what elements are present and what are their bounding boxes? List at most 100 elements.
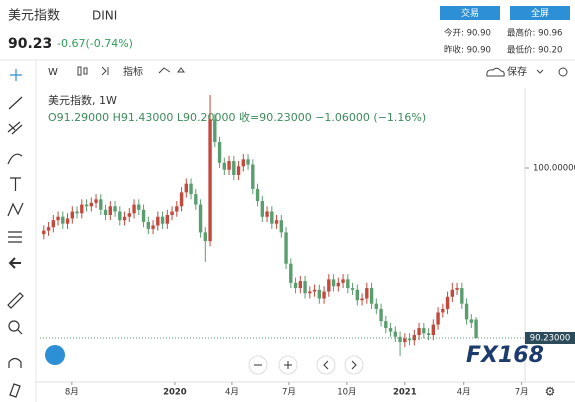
- candle-body: [298, 281, 303, 289]
- legend-ohlc: O91.29000 H91.43000 L90.20000 收=90.23000…: [48, 110, 426, 124]
- candle-body: [146, 221, 151, 229]
- candle-body: [160, 216, 165, 224]
- candle-body: [365, 288, 369, 299]
- candle-body: [141, 209, 146, 222]
- candle-body: [222, 162, 227, 170]
- candle-body: [322, 291, 326, 299]
- price-change: -0.67(-0.74%): [57, 37, 133, 50]
- candle-body: [46, 227, 51, 231]
- candle-body: [350, 288, 355, 290]
- last-price-label: 90.23000: [530, 333, 571, 343]
- candle-body: [56, 216, 60, 221]
- candle-body: [236, 166, 241, 175]
- candle-body: [232, 161, 236, 175]
- candle-body: [103, 209, 108, 215]
- candle-body: [99, 199, 103, 210]
- candle-body: [270, 211, 274, 224]
- candle-body: [42, 230, 46, 235]
- candle-body: [118, 211, 122, 221]
- x-tick-label: 4月: [225, 388, 239, 398]
- stat: 最低价: 90.20: [507, 45, 562, 56]
- stat: 昨收: 90.90: [444, 45, 491, 56]
- candle-body: [122, 216, 127, 221]
- candle-body: [460, 288, 464, 304]
- indicators-button[interactable]: 指标: [123, 65, 143, 78]
- x-tick-label: 10月: [337, 388, 356, 398]
- cloud-button[interactable]: [45, 345, 65, 365]
- candle-body: [137, 204, 141, 210]
- candle-body: [208, 119, 212, 242]
- legend-title: 美元指数, 1W: [48, 93, 117, 107]
- candle-body: [336, 282, 341, 287]
- toolbar-icons: [77, 66, 568, 77]
- candle-body: [94, 199, 98, 203]
- scroll-left[interactable]: [316, 355, 336, 375]
- instrument-name: 美元指数: [8, 9, 60, 24]
- candle-body: [241, 159, 246, 167]
- candle-body: [312, 289, 317, 292]
- candle-body: [84, 204, 89, 207]
- candle-body: [417, 328, 421, 336]
- candle-body: [398, 336, 402, 342]
- candle-body: [284, 232, 288, 264]
- candle-body: [303, 281, 307, 294]
- candle-body: [384, 321, 388, 329]
- settings-icon[interactable]: ⚙: [545, 385, 556, 399]
- candle-body: [464, 303, 469, 320]
- candle-body: [346, 279, 350, 289]
- candle-body: [246, 159, 250, 165]
- candle-body: [227, 161, 231, 170]
- fullscreen-button-label[interactable]: 全屏: [531, 7, 549, 19]
- candle-body: [132, 204, 136, 214]
- zoom-controls: [45, 345, 364, 375]
- candle-body: [156, 216, 160, 226]
- candle-body: [175, 206, 179, 212]
- candle-body: [89, 202, 94, 207]
- x-tick-label: 2020: [163, 388, 187, 398]
- candle-body: [441, 308, 445, 313]
- candle-body: [251, 164, 255, 189]
- x-tick-label: 8月: [65, 388, 79, 398]
- candle-body: [379, 308, 383, 322]
- candle-body: [474, 319, 478, 338]
- candle-body: [469, 319, 474, 323]
- candle-body: [403, 338, 407, 342]
- trade-button-label[interactable]: 交易: [461, 7, 479, 19]
- candle-body: [170, 211, 174, 215]
- instrument-code: DINI: [92, 9, 117, 23]
- save-button[interactable]: 保存: [507, 65, 527, 78]
- candle-body: [426, 333, 431, 336]
- candle-body: [369, 288, 374, 304]
- candle-body: [274, 220, 279, 224]
- trade-button[interactable]: [440, 6, 500, 20]
- candle-body: [265, 211, 269, 217]
- candle-body: [331, 279, 336, 287]
- scroll-right[interactable]: [344, 355, 364, 375]
- candle-body: [151, 225, 155, 229]
- candle-body: [412, 335, 417, 341]
- candle-body: [393, 331, 398, 337]
- candle-body: [422, 328, 426, 334]
- candle-body: [374, 303, 379, 309]
- candle-body: [431, 324, 436, 336]
- candle-body: [255, 188, 260, 202]
- candle-body: [213, 119, 217, 142]
- candle-body: [455, 288, 459, 290]
- candle-body: [189, 183, 193, 195]
- candle-body: [217, 141, 222, 163]
- candle-body: [165, 214, 170, 224]
- stat: 今开: 90.90: [444, 28, 491, 39]
- candle-body: [450, 289, 455, 297]
- y-tick-label: 100.00000: [533, 164, 575, 174]
- candle-body: [327, 279, 331, 292]
- candle-body: [70, 211, 75, 219]
- drawing-tools: [7, 69, 24, 398]
- candle-body: [65, 218, 70, 224]
- interval[interactable]: W: [48, 67, 58, 78]
- fullscreen-button[interactable]: [510, 6, 570, 20]
- candle-body: [407, 338, 412, 341]
- x-tick-label: 4月: [457, 388, 471, 398]
- logo: FX168: [466, 343, 544, 368]
